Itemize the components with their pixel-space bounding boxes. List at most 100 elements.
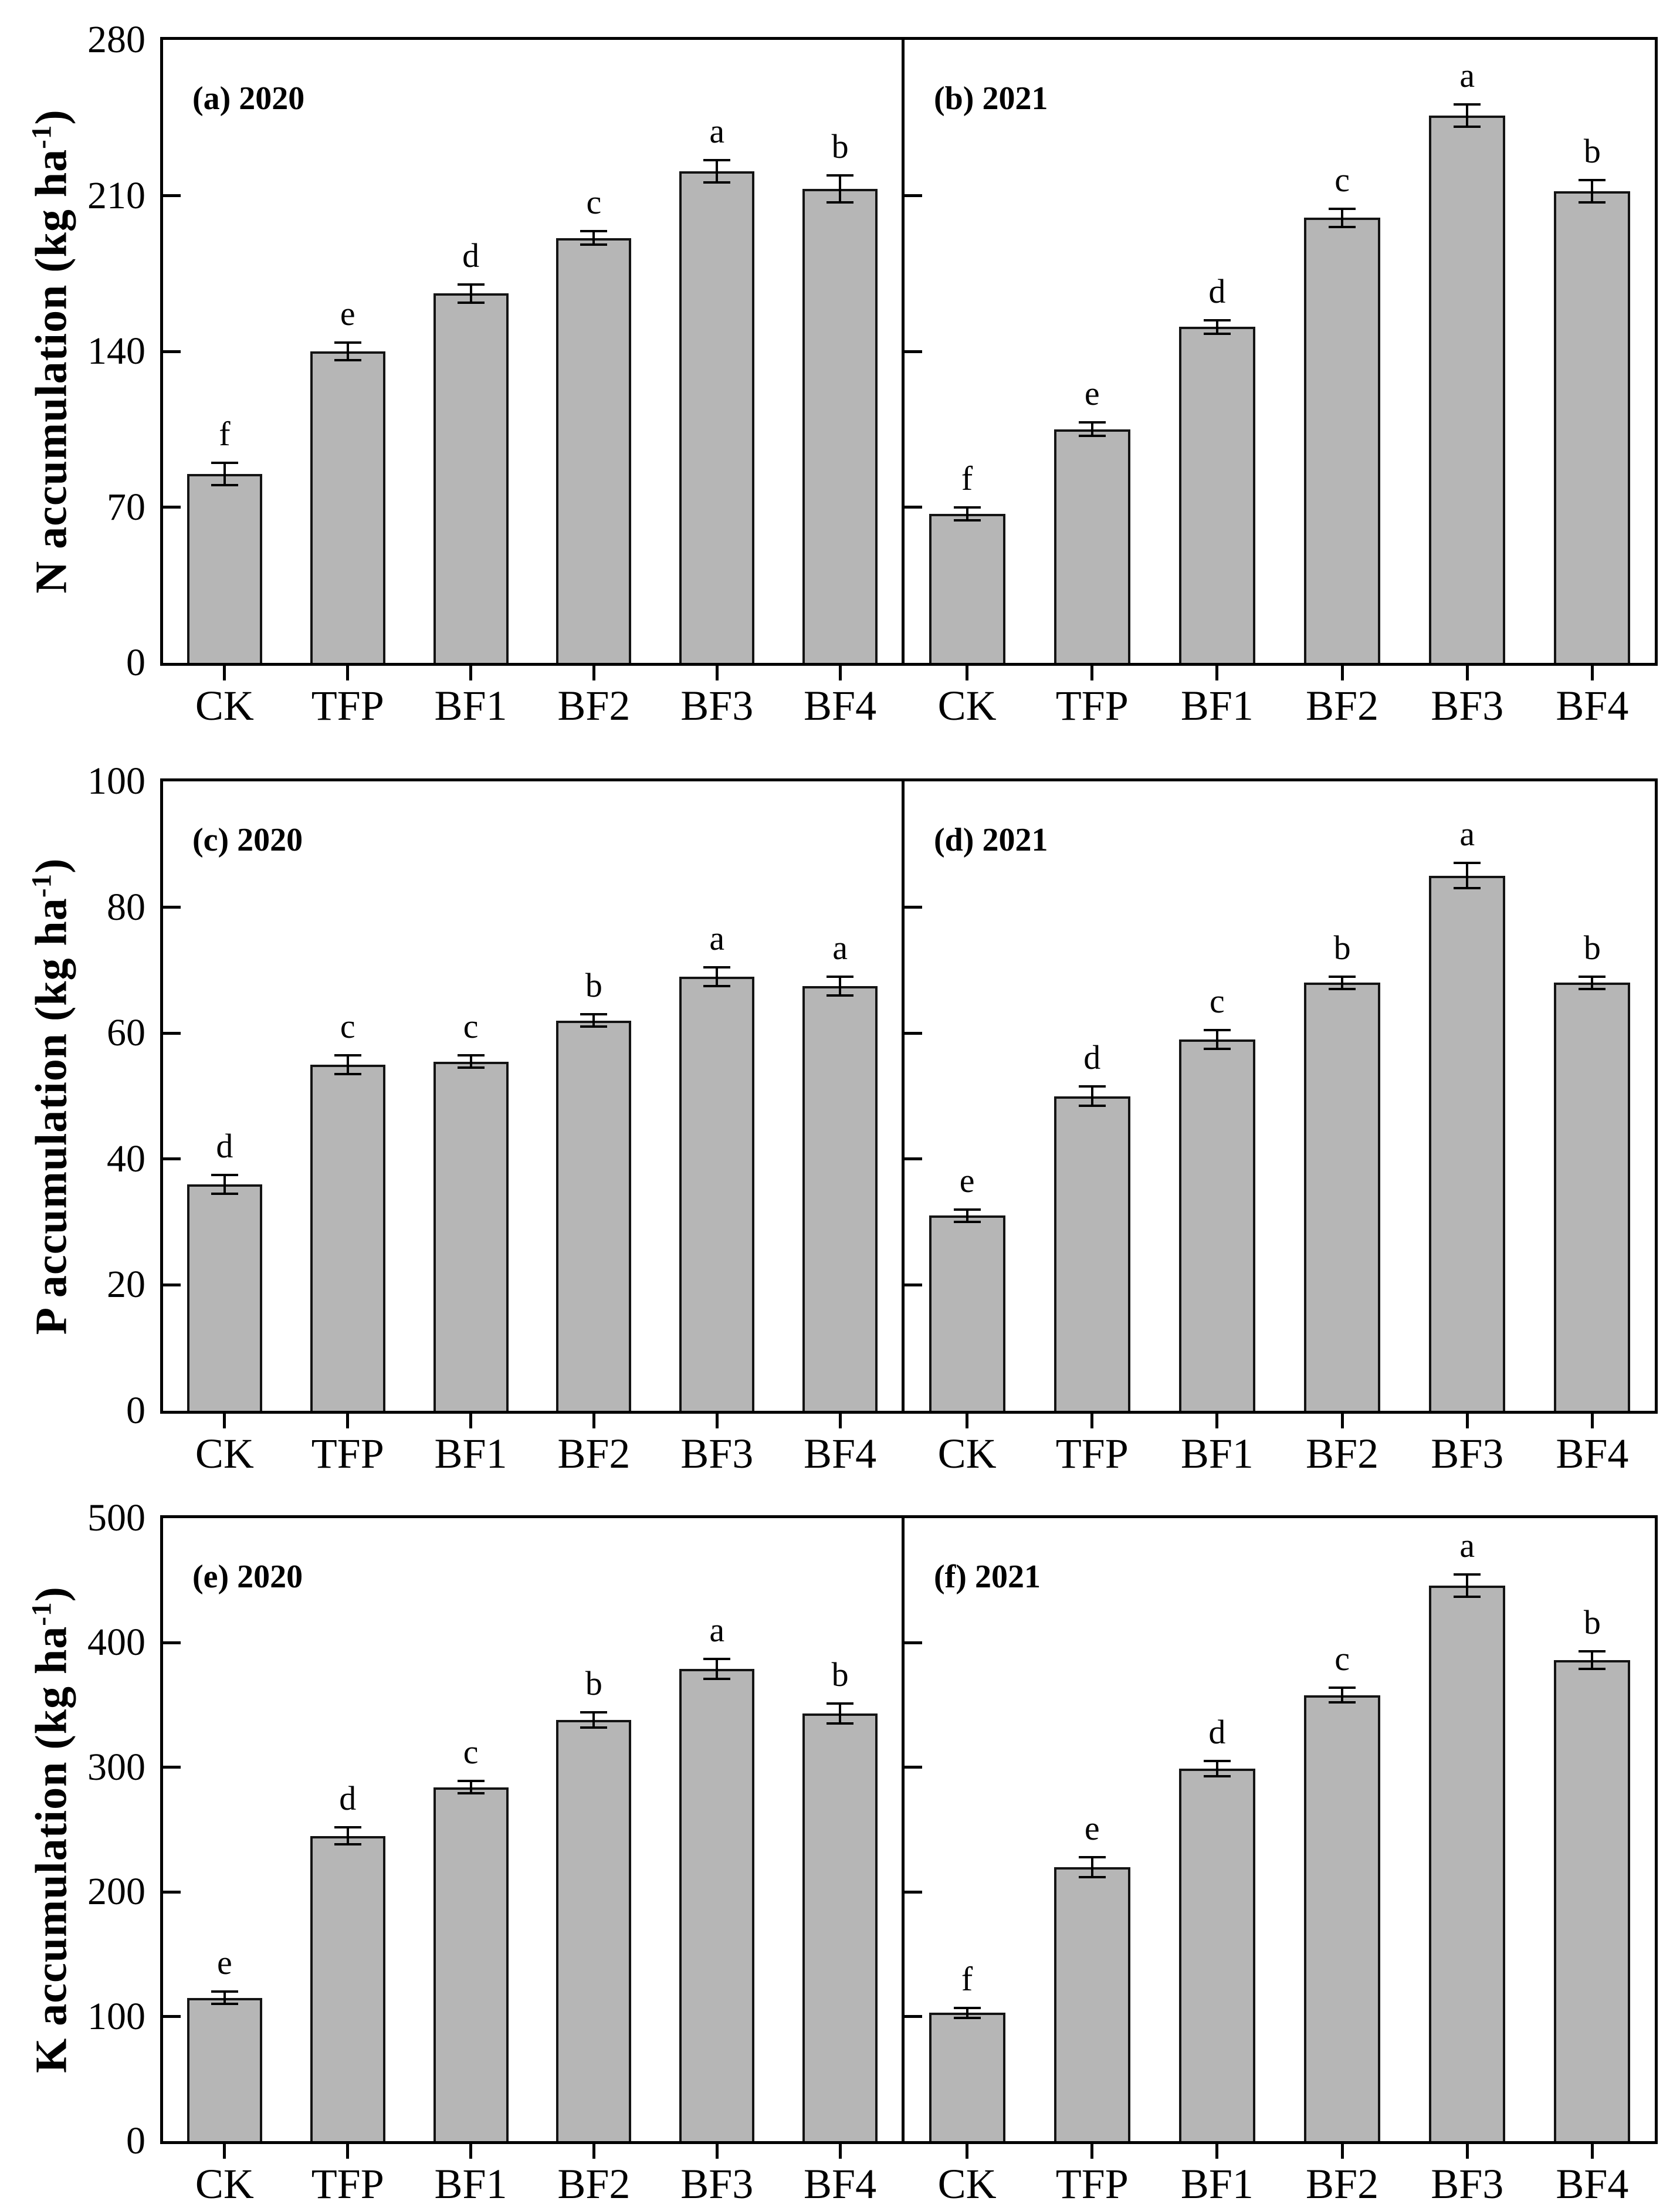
error-bar-cap-bottom	[953, 2016, 981, 2019]
y-tick	[905, 1031, 922, 1035]
bar-BF4	[1554, 983, 1631, 1411]
error-bar-cap-top	[334, 341, 361, 344]
y-axis-title-superscript: -1	[26, 1601, 57, 1626]
bar-BF3	[1429, 115, 1506, 663]
y-tick	[905, 1157, 922, 1161]
significance-letter: a	[709, 111, 725, 150]
significance-letter: c	[463, 1733, 479, 1772]
panel-label: (c) 2020	[192, 822, 303, 858]
significance-letter: b	[831, 127, 849, 166]
error-bar-cap-bottom	[457, 301, 485, 304]
bar-BF1	[1178, 1039, 1255, 1411]
error-bar-cap-bottom	[334, 1843, 361, 1846]
y-tick-label: 60	[107, 1011, 145, 1055]
error-bar	[1591, 180, 1594, 202]
bar-CK	[187, 473, 262, 663]
y-tick	[905, 194, 922, 197]
error-bar-cap-bottom	[580, 243, 608, 246]
error-bar-cap-bottom	[457, 1066, 485, 1069]
x-tick	[346, 1414, 350, 1428]
error-bar	[1466, 1574, 1469, 1597]
bar-TFP	[310, 1836, 385, 2141]
error-bar-cap-top	[211, 1173, 238, 1176]
y-tick	[905, 350, 922, 353]
x-category-label: BF4	[1556, 2160, 1629, 2207]
error-bar-cap-bottom	[1078, 1875, 1106, 1878]
significance-letter: d	[462, 236, 480, 275]
error-bar-cap-top	[334, 1054, 361, 1056]
error-bar	[1215, 1030, 1218, 1049]
x-tick	[1465, 2144, 1469, 2159]
error-bar	[223, 1174, 226, 1194]
y-tick	[905, 1641, 922, 1644]
x-category-label: TFP	[1055, 682, 1129, 729]
error-bar-cap-bottom	[827, 201, 854, 204]
x-category-label: BF4	[1556, 682, 1629, 729]
x-tick	[966, 2144, 969, 2159]
significance-letter: f	[961, 1959, 973, 1998]
error-bar	[1341, 209, 1344, 227]
x-category-label: BF2	[557, 2160, 631, 2207]
error-bar-cap-top	[1579, 1650, 1606, 1653]
error-bar-cap-top	[1329, 208, 1356, 211]
significance-letter: c	[463, 1007, 479, 1045]
x-tick	[1215, 1414, 1219, 1428]
error-bar	[1466, 104, 1469, 127]
error-bar	[592, 1014, 595, 1027]
error-bar	[966, 2007, 968, 2018]
bar-BF4	[1554, 1660, 1631, 2141]
significance-letter: e	[340, 294, 355, 333]
significance-letter: a	[1459, 815, 1475, 854]
bar-CK	[187, 1997, 262, 2141]
y-tick	[905, 1766, 922, 1769]
error-bar-cap-top	[1329, 975, 1356, 978]
error-bar-cap-bottom	[953, 519, 981, 522]
error-bar-cap-bottom	[827, 1722, 854, 1725]
error-bar	[1341, 1687, 1344, 1703]
y-tick-label: 100	[87, 1994, 145, 2038]
significance-letter: c	[1210, 981, 1225, 1020]
x-tick	[838, 2144, 842, 2159]
error-bar-cap-bottom	[1078, 1104, 1106, 1107]
y-tick-label: 100	[87, 760, 145, 802]
error-bar-cap-top	[827, 174, 854, 177]
x-tick	[1340, 666, 1344, 680]
error-bar	[839, 1704, 842, 1724]
x-tick	[1590, 2144, 1594, 2159]
error-bar	[1090, 422, 1093, 436]
y-tick	[163, 350, 181, 353]
error-bar-cap-bottom	[580, 1025, 608, 1028]
x-tick	[223, 666, 226, 680]
y-tick-label: 0	[126, 2119, 145, 2162]
error-bar-cap-top	[1078, 1855, 1106, 1858]
error-bar-cap-top	[827, 975, 854, 978]
significance-letter: e	[1084, 1809, 1100, 1847]
error-bar-cap-top	[703, 158, 731, 161]
x-tick	[1590, 1414, 1594, 1428]
x-category-label: BF1	[1180, 682, 1254, 729]
significance-letter: a	[1459, 56, 1475, 94]
significance-letter: e	[1084, 374, 1100, 413]
bar-BF4	[802, 1713, 878, 2141]
error-bar-cap-top	[1203, 1028, 1231, 1031]
error-bar-cap-bottom	[211, 1192, 238, 1195]
significance-letter: f	[961, 459, 973, 497]
error-bar-cap-top	[457, 283, 485, 286]
x-category-label: BF4	[804, 682, 877, 729]
y-tick-label: 20	[107, 1263, 145, 1306]
error-bar-cap-bottom	[1579, 1668, 1606, 1670]
error-bar-cap-bottom	[1203, 1774, 1231, 1777]
x-category-label: BF1	[434, 682, 507, 729]
y-axis-title-text: )	[26, 1586, 76, 1602]
error-bar-cap-top	[457, 1780, 485, 1783]
panel-label: (a) 2020	[192, 80, 305, 117]
panel-label: (f) 2021	[934, 1559, 1041, 1595]
bar-CK	[187, 1184, 262, 1411]
y-tick	[163, 906, 181, 909]
y-tick	[163, 1890, 181, 1894]
error-bar	[469, 1781, 472, 1794]
error-bar-cap-top	[211, 1990, 238, 1993]
y-tick	[163, 1641, 181, 1644]
y-tick-label: 500	[87, 1496, 145, 1539]
